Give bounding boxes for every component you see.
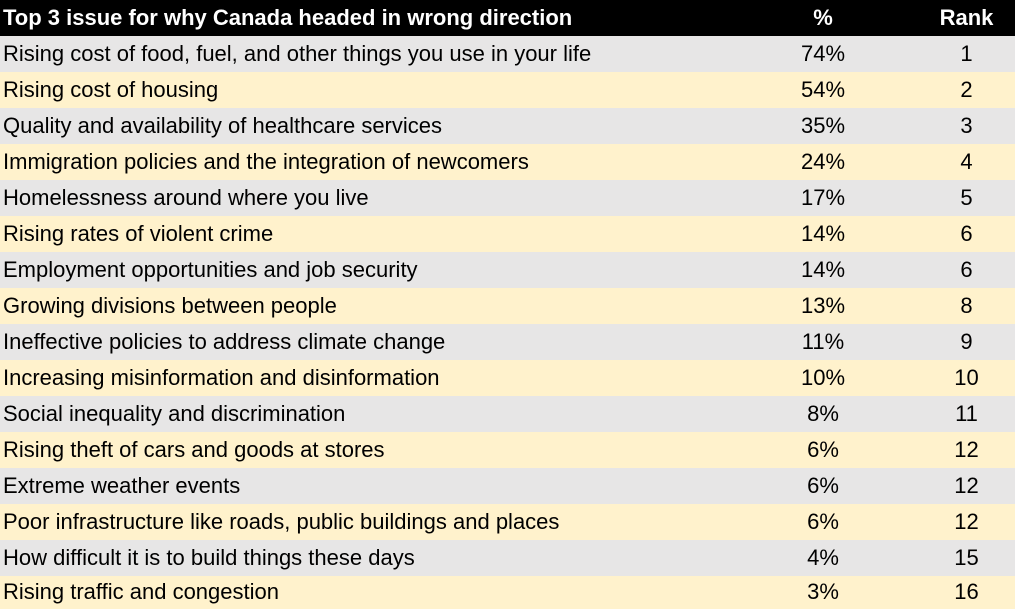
table-row: Rising cost of housing 54% 2 [0,72,1015,108]
rank-cell: 4 [960,149,973,174]
issue-cell: Rising cost of food, fuel, and other thi… [3,41,592,66]
rank-cell: 12 [954,509,979,534]
rank-cell: 1 [960,41,973,66]
header-percent: % [813,5,833,30]
table-row: Quality and availability of healthcare s… [0,108,1015,144]
table-header-row: Top 3 issue for why Canada headed in wro… [0,0,1015,36]
percent-cell: 3% [807,579,839,604]
table-row: Employment opportunities and job securit… [0,252,1015,288]
issue-cell: Poor infrastructure like roads, public b… [3,509,560,534]
table-row: Rising rates of violent crime 14% 6 [0,216,1015,252]
table-row: Homelessness around where you live 17% 5 [0,180,1015,216]
percent-cell: 14% [800,257,846,282]
header-rank: Rank [939,5,994,30]
percent-cell: 8% [807,401,839,426]
issue-cell: Extreme weather events [3,473,241,498]
issue-cell: How difficult it is to build things thes… [3,545,415,570]
issue-cell: Homelessness around where you live [3,185,369,210]
percent-cell: 35% [800,113,846,138]
issue-cell: Social inequality and discrimination [3,401,346,426]
percent-cell: 10% [800,365,846,390]
table-row: Rising theft of cars and goods at stores… [0,432,1015,468]
percent-cell: 17% [800,185,846,210]
percent-cell: 24% [800,149,846,174]
rank-cell: 12 [954,437,979,462]
issue-cell: Ineffective policies to address climate … [3,329,446,354]
issue-cell: Employment opportunities and job securit… [3,257,418,282]
issue-cell: Increasing misinformation and disinforma… [3,365,440,390]
table-row: Social inequality and discrimination 8% 11 [0,396,1015,432]
rank-cell: 8 [960,293,973,318]
rank-cell: 9 [960,329,973,354]
percent-cell: 11% [801,329,845,354]
rank-cell: 11 [955,401,978,426]
percent-cell: 13% [800,293,846,318]
percent-cell: 4% [807,545,839,570]
table-row: Growing divisions between people 13% 8 [0,288,1015,324]
table-row: Rising traffic and congestion 3% 16 [0,576,1015,609]
rank-cell: 5 [960,185,973,210]
table-row: Immigration policies and the integration… [0,144,1015,180]
issue-cell: Rising traffic and congestion [3,579,279,604]
rank-cell: 16 [954,579,979,604]
issue-cell: Growing divisions between people [3,293,337,318]
percent-cell: 6% [807,473,839,498]
issue-cell: Rising cost of housing [3,77,219,102]
percent-cell: 54% [800,77,846,102]
table-row: Poor infrastructure like roads, public b… [0,504,1015,540]
rank-cell: 3 [960,113,973,138]
table-row: Extreme weather events 6% 12 [0,468,1015,504]
table-row: How difficult it is to build things thes… [0,540,1015,576]
rank-cell: 15 [954,545,979,570]
table-body: Rising cost of food, fuel, and other thi… [0,36,1015,609]
rank-cell: 10 [954,365,979,390]
rank-cell: 2 [960,77,973,102]
issue-cell: Quality and availability of healthcare s… [3,113,443,138]
issue-cell: Immigration policies and the integration… [3,149,529,174]
table-row: Increasing misinformation and disinforma… [0,360,1015,396]
percent-cell: 6% [807,437,839,462]
rank-cell: 6 [960,221,973,246]
percent-cell: 74% [800,41,846,66]
table-row: Ineffective policies to address climate … [0,324,1015,360]
issue-cell: Rising rates of violent crime [3,221,274,246]
header-issue: Top 3 issue for why Canada headed in wro… [3,5,573,30]
percent-cell: 14% [800,221,846,246]
issue-cell: Rising theft of cars and goods at stores [3,437,385,462]
rank-cell: 12 [954,473,979,498]
table-row: Rising cost of food, fuel, and other thi… [0,36,1015,72]
rank-cell: 6 [960,257,973,282]
percent-cell: 6% [807,509,839,534]
